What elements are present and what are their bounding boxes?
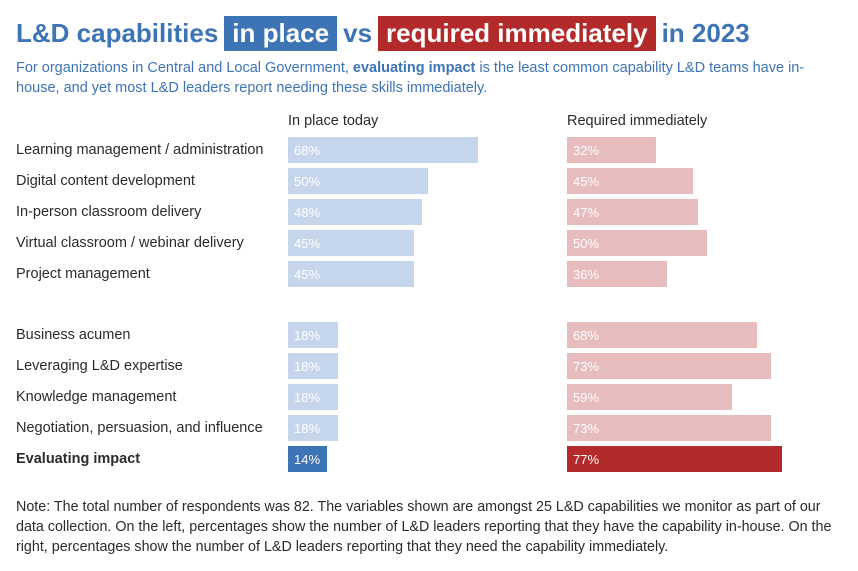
in-place-bar-in-person-classroom-delivery: 48% [288,199,422,225]
chart-title: L&D capabilities in place vs required im… [16,14,750,52]
category-label-in-person-classroom-delivery: In-person classroom delivery [16,204,202,220]
required-bar-project-management: 36% [567,261,667,287]
title-box-in-place: in place [224,15,338,51]
subtitle-pre: For organizations in Central and Local G… [16,60,353,76]
in-place-bar-business-acumen: 18% [288,322,338,348]
column-header-in-place: In place today [288,113,379,129]
category-label-project-management: Project management [16,266,150,282]
in-place-bar-project-management: 45% [288,261,414,287]
required-bar-knowledge-management: 59% [567,384,732,410]
in-place-bar-digital-content-development: 50% [288,168,428,194]
category-label-learning-management-administration: Learning management / administration [16,142,264,158]
required-bar-evaluating-impact: 77% [567,446,782,472]
category-label-leveraging-l-d-expertise: Leveraging L&D expertise [16,358,183,374]
category-label-evaluating-impact: Evaluating impact [16,451,141,467]
chart-subtitle: For organizations in Central and Local G… [16,58,842,98]
subtitle-post: is the least common capability L&D teams… [16,60,805,96]
in-place-bar-virtual-classroom-webinar-delivery: 45% [288,230,414,256]
chart-note: Note: The total number of respondents wa… [16,499,832,555]
title-part-2: vs [343,17,373,48]
category-label-business-acumen: Business acumen [16,327,131,343]
title-box-required: required immediately [378,15,656,51]
in-place-bar-leveraging-l-d-expertise: 18% [288,353,338,379]
column-header-required: Required immediately [567,113,708,129]
in-place-bar-learning-management-administration: 68% [288,137,478,163]
category-label-negotiation-persuasion-and-influence: Negotiation, persuasion, and influence [16,420,263,436]
category-label-knowledge-management: Knowledge management [16,389,177,405]
required-bar-leveraging-l-d-expertise: 73% [567,353,771,379]
subtitle-bold: evaluating impact [352,60,476,76]
in-place-bar-evaluating-impact: 14% [288,446,327,472]
required-bar-negotiation-persuasion-and-influence: 73% [567,415,771,441]
category-label-virtual-classroom-webinar-delivery: Virtual classroom / webinar delivery [16,235,244,251]
title-part-3: in 2023 [661,17,750,48]
in-place-bar-knowledge-management: 18% [288,384,338,410]
required-bar-business-acumen: 68% [567,322,757,348]
required-bar-in-person-classroom-delivery: 47% [567,199,698,225]
category-label-digital-content-development: Digital content development [16,173,195,189]
required-bar-learning-management-administration: 32% [567,137,656,163]
required-bar-digital-content-development: 45% [567,168,693,194]
in-place-bar-negotiation-persuasion-and-influence: 18% [288,415,338,441]
required-bar-virtual-classroom-webinar-delivery: 50% [567,230,707,256]
title-part-1: L&D capabilities [16,17,219,48]
